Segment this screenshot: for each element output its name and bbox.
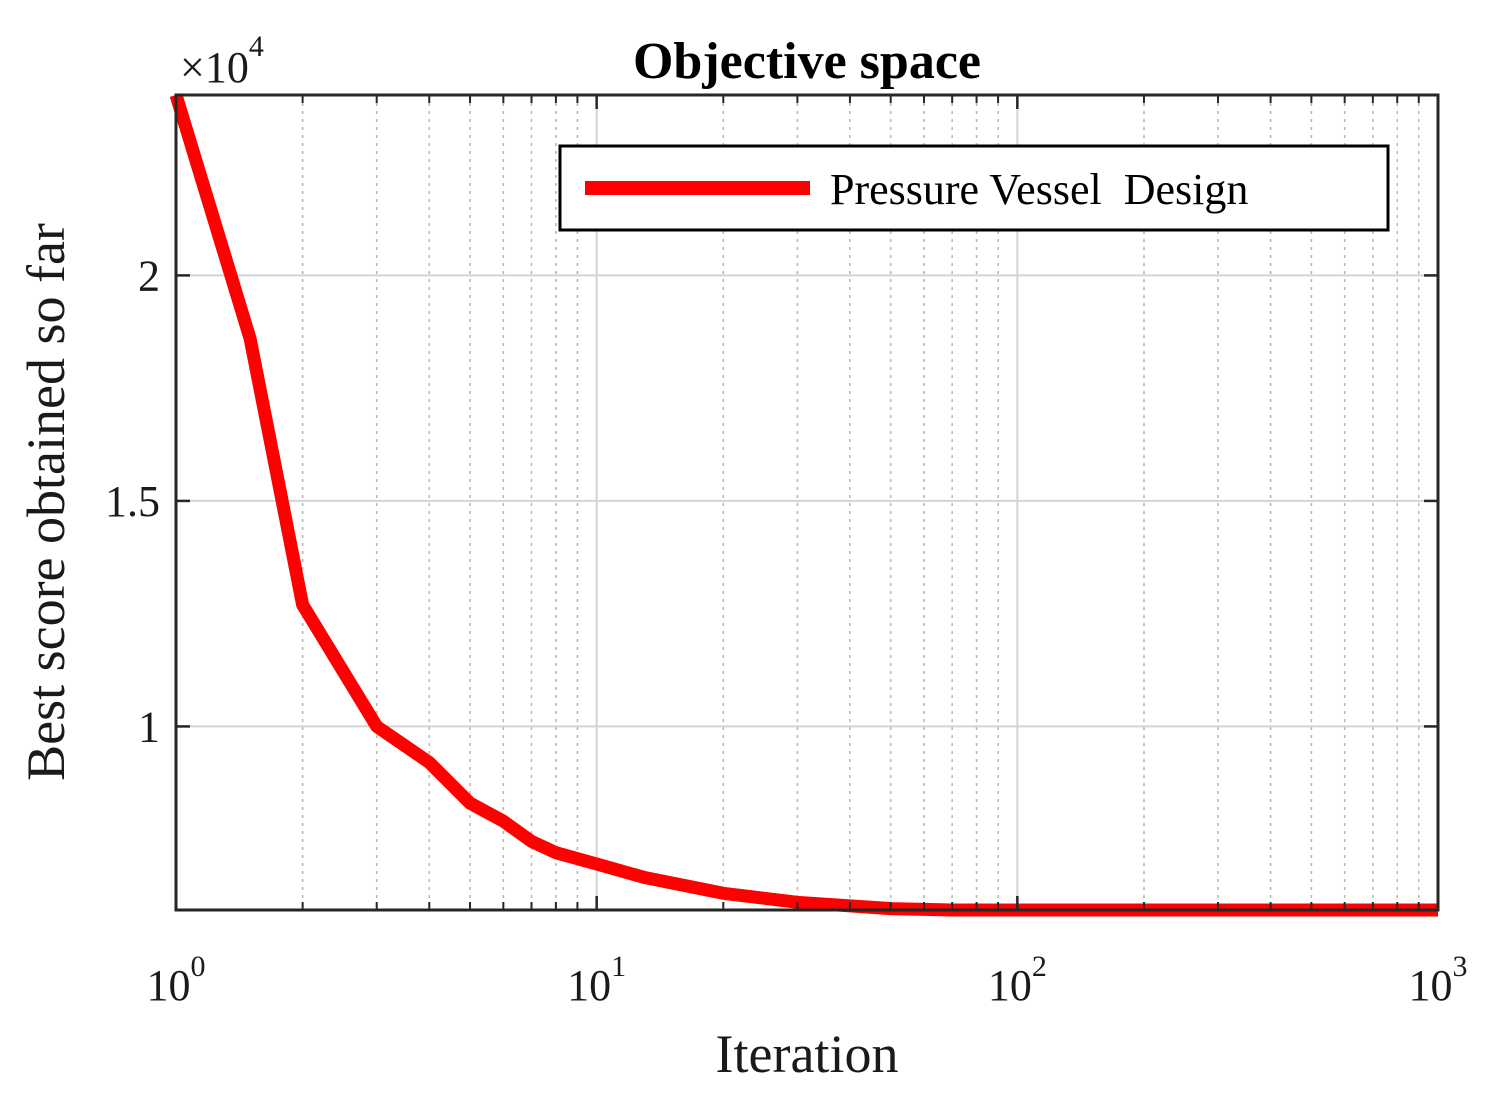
ticks [174,95,1440,910]
x-tick-label-exponent: 2 [1032,950,1047,983]
y-tick-labels: 11.52 [105,251,160,751]
axes-box [174,93,1440,912]
y-tick-label: 1 [138,702,160,751]
y-axis-label: Best score obtained so far [16,223,76,781]
x-tick-label-base: 10 [988,961,1032,1010]
x-tick-label-base: 10 [1409,961,1453,1010]
y-multiplier-exponent: 4 [249,30,264,63]
x-tick-labels: 100 101 102 103 [147,950,1468,1010]
x-tick-label: 101 [567,950,626,1010]
x-tick-label: 103 [1409,950,1468,1010]
legend: Pressure Vessel Design [558,144,1390,232]
y-tick-label: 1.5 [105,477,160,526]
y-tick-label: 2 [138,251,160,300]
chart-title: Objective space [633,33,981,90]
x-tick-label-base: 10 [147,961,191,1010]
legend-entry-label: Pressure Vessel Design [830,165,1248,214]
x-tick-label-exponent: 1 [611,950,626,983]
y-multiplier-base: ×10 [180,43,249,92]
x-tick-label-exponent: 3 [1453,950,1468,983]
x-tick-label-base: 10 [567,961,611,1010]
x-tick-label: 100 [147,950,206,1010]
y-multiplier: ×104 [180,30,264,92]
x-tick-label-exponent: 0 [191,950,206,983]
x-tick-label: 102 [988,950,1047,1010]
x-axis-label: Iteration [716,1024,899,1084]
